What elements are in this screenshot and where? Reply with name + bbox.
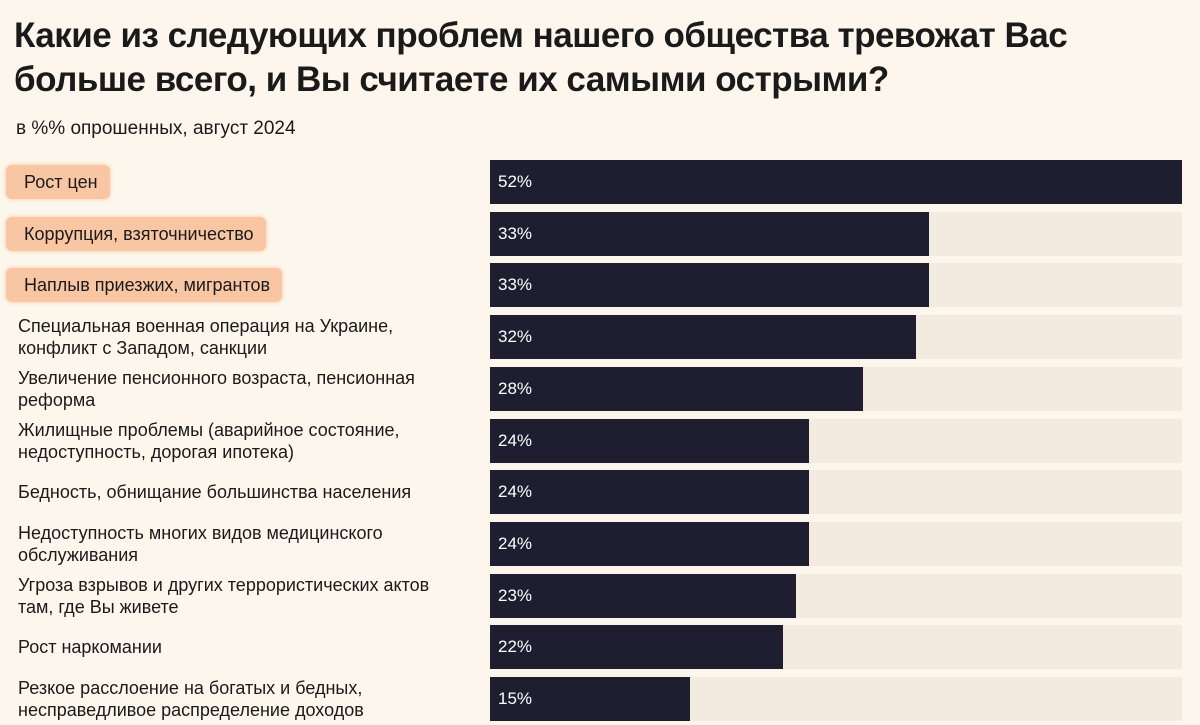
bar-row: Специальная военная операция на Украине,…	[0, 315, 1200, 360]
bar-row: Жилищные проблемы (аварийное состояние, …	[0, 418, 1200, 463]
bar	[490, 625, 783, 670]
bar-row: Бедность, обнищание большинства населени…	[0, 470, 1200, 515]
bar	[490, 315, 916, 360]
category-label-text: Увеличение пенсионного возраста, пенсион…	[18, 367, 415, 410]
category-label: Угроза взрывов и других террористических…	[18, 574, 478, 618]
category-label-text: Угроза взрывов и других террористических…	[18, 574, 430, 617]
category-label-text: Недоступность многих видов медицинского …	[18, 522, 383, 565]
bar-row: Рост цен 52%	[0, 160, 1200, 204]
bar-row: Наплыв приезжих, мигрантов 33%	[0, 263, 1200, 308]
category-label-text: Специальная военная операция на Украине,…	[18, 316, 394, 359]
value-label: 24%	[498, 430, 533, 450]
category-label: Наплыв приезжих, мигрантов	[6, 263, 478, 307]
value-label: 28%	[498, 378, 533, 398]
category-label: Резкое расслоение на богатых и бедных, н…	[18, 677, 478, 721]
value-label: 24%	[498, 482, 533, 502]
category-label: Недоступность многих видов медицинского …	[18, 522, 478, 566]
category-label: Жилищные проблемы (аварийное состояние, …	[18, 419, 478, 463]
chart-title: Какие из следующих проблем нашего общест…	[14, 16, 1068, 99]
category-label-text: Резкое расслоение на богатых и бедных, н…	[18, 678, 364, 720]
value-label: 15%	[498, 689, 533, 708]
category-label-text: Жилищные проблемы (аварийное состояние, …	[18, 419, 400, 462]
bar	[490, 211, 930, 256]
bar	[490, 470, 810, 515]
bar	[490, 573, 797, 618]
category-label-text: Коррупция, взяточничество	[6, 216, 266, 251]
bar-row: Коррупция, взяточничество 33%	[0, 211, 1200, 256]
value-label: 52%	[498, 172, 533, 191]
bar-row: Недоступность многих видов медицинского …	[0, 521, 1200, 566]
value-label: 32%	[498, 327, 533, 347]
value-label: 22%	[498, 637, 533, 657]
category-label-text: Наплыв приезжих, мигрантов	[6, 268, 283, 303]
category-label: Коррупция, взяточничество	[6, 212, 478, 256]
bar	[490, 521, 810, 566]
bar-row: Резкое расслоение на богатых и бедных, н…	[0, 677, 1200, 721]
chart-subtitle: в %% опрошенных, август 2024	[16, 118, 296, 139]
value-label: 33%	[498, 223, 533, 243]
bar-row: Рост наркомании 22%	[0, 625, 1200, 670]
bar-row: Увеличение пенсионного возраста, пенсион…	[0, 366, 1200, 411]
value-label: 23%	[498, 585, 533, 605]
value-label: 33%	[498, 275, 533, 295]
bar	[490, 366, 863, 411]
bar	[490, 418, 810, 463]
bar-row: Угроза взрывов и других террористических…	[0, 573, 1200, 618]
category-label-text: Рост наркомании	[18, 637, 162, 658]
category-label-text: Бедность, обнищание большинства населени…	[18, 482, 412, 503]
category-label: Рост наркомании	[18, 625, 478, 669]
category-label-text: Рост цен	[6, 165, 110, 199]
bar	[490, 160, 1182, 204]
category-label: Бедность, обнищание большинства населени…	[18, 470, 478, 514]
category-label: Специальная военная операция на Украине,…	[18, 315, 478, 359]
category-label: Увеличение пенсионного возраста, пенсион…	[18, 367, 478, 411]
value-label: 24%	[498, 533, 533, 553]
bar	[490, 263, 930, 308]
bar	[490, 677, 690, 721]
category-label: Рост цен	[6, 160, 478, 204]
